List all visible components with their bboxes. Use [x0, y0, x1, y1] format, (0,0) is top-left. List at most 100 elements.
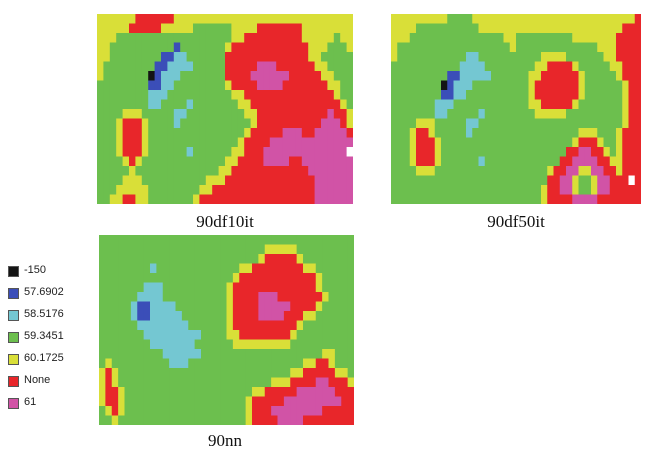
heatmap-cell — [503, 185, 511, 196]
heatmap-cell — [258, 396, 266, 407]
heatmap-cell — [199, 99, 207, 110]
heatmap-cell — [150, 301, 157, 312]
heatmap-cell — [597, 23, 605, 34]
legend-entry: 58.5176 — [4, 306, 74, 328]
heatmap-cell — [201, 377, 208, 388]
heatmap-cell — [263, 109, 271, 120]
heatmap-cell — [572, 33, 580, 44]
heatmap-cell — [597, 14, 605, 25]
heatmap-cell — [232, 301, 240, 312]
heatmap-cell — [391, 80, 398, 91]
heatmap-cell — [129, 166, 136, 177]
heatmap-cell — [603, 109, 611, 120]
heatmap-cell — [116, 71, 124, 82]
heatmap-cell — [201, 406, 208, 417]
heatmap-cell — [130, 368, 138, 379]
heatmap-cell — [603, 80, 611, 91]
heatmap-cell — [122, 23, 130, 34]
heatmap-cell — [409, 61, 417, 72]
heatmap-cell — [314, 99, 322, 110]
heatmap-cell — [212, 118, 220, 129]
heatmap-cell — [175, 320, 183, 331]
heatmap-cell — [328, 263, 336, 274]
heatmap-cell — [283, 273, 291, 284]
heatmap-cell — [434, 175, 442, 186]
heatmap-cell — [478, 128, 486, 139]
heatmap-cell — [340, 33, 348, 44]
heatmap-cell — [154, 118, 162, 129]
heatmap-cell — [314, 175, 322, 186]
heatmap-cell — [162, 263, 170, 274]
heatmap-cell — [303, 368, 310, 379]
heatmap-cell — [283, 368, 291, 379]
heatmap-cell — [218, 185, 226, 196]
heatmap-cell — [173, 90, 181, 101]
heatmap-cell — [547, 80, 555, 91]
heatmap-cell — [105, 368, 113, 379]
heatmap-cell — [434, 128, 442, 139]
heatmap-cell — [459, 33, 467, 44]
heatmap-cell — [122, 42, 130, 53]
heatmap-cell — [447, 52, 455, 63]
heatmap-cell — [534, 128, 542, 139]
heatmap-cell — [194, 396, 202, 407]
heatmap-cell — [143, 320, 151, 331]
heatmap-cell — [129, 99, 136, 110]
heatmap-cell — [103, 137, 111, 148]
heatmap-cell — [194, 330, 202, 341]
heatmap-cell — [237, 118, 245, 129]
heatmap-cell — [566, 42, 573, 53]
heatmap-cell — [484, 175, 492, 186]
heatmap-cell — [453, 128, 461, 139]
heatmap-cell — [271, 339, 279, 350]
heatmap-cell — [282, 33, 290, 44]
heatmap-cell — [397, 52, 405, 63]
heatmap-cell — [277, 311, 285, 322]
heatmap-cell — [220, 349, 228, 360]
heatmap-cell — [472, 194, 480, 204]
heatmap-cell — [282, 71, 290, 82]
heatmap-cell — [276, 156, 284, 167]
heatmap-cell — [105, 330, 113, 341]
heatmap-cell — [333, 118, 341, 129]
heatmap-cell — [169, 349, 177, 360]
heatmap-cell — [466, 128, 473, 139]
heatmap-cell — [283, 282, 291, 293]
heatmap-cell — [634, 99, 641, 110]
heatmap-cell — [167, 185, 175, 196]
heatmap-cell — [250, 99, 258, 110]
heatmap-cell — [591, 156, 598, 167]
heatmap-cell — [584, 175, 592, 186]
heatmap-cell — [269, 109, 277, 120]
heatmap-cell — [129, 23, 136, 34]
heatmap-cell — [109, 61, 117, 72]
heatmap-cell — [603, 90, 611, 101]
heatmap-cell — [295, 99, 303, 110]
heatmap-cell — [303, 396, 310, 407]
heatmap-cell — [130, 415, 138, 425]
heatmap-cell — [226, 311, 234, 322]
heatmap-cell — [137, 387, 145, 398]
heatmap-cell — [315, 358, 323, 369]
heatmap-cell — [441, 147, 448, 158]
heatmap-cell — [609, 33, 617, 44]
heatmap-cell — [327, 147, 335, 158]
heatmap-cell — [175, 368, 183, 379]
heatmap-cell — [116, 23, 124, 34]
heatmap-cell — [124, 415, 132, 425]
heatmap-cell — [559, 61, 567, 72]
heatmap-cell — [572, 90, 580, 101]
heatmap-cell — [484, 118, 492, 129]
heatmap-cell — [252, 415, 259, 425]
heatmap-cell — [314, 109, 322, 120]
heatmap-cell — [161, 185, 168, 196]
heatmap-cell — [258, 292, 266, 303]
heatmap-cell — [290, 235, 298, 246]
heatmap-cell — [103, 42, 111, 53]
heatmap-cell — [239, 301, 247, 312]
heatmap-cell — [572, 14, 580, 25]
heatmap-cell — [484, 33, 492, 44]
heatmap-cell — [315, 330, 323, 341]
heatmap-cell — [327, 118, 335, 129]
heatmap-cell — [271, 254, 279, 265]
